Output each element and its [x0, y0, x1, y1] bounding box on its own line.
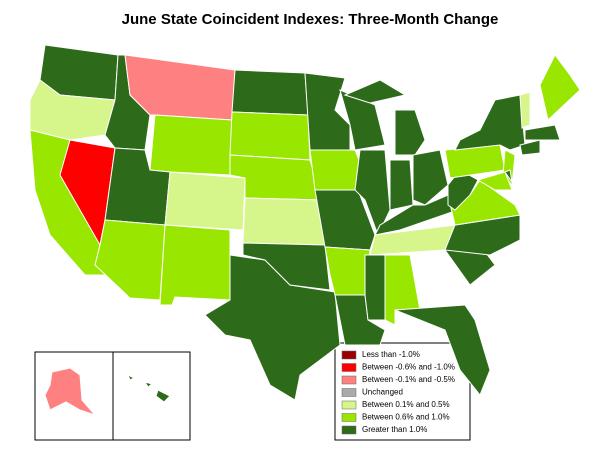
legend-swatch [341, 425, 357, 435]
legend-label: Less than -1.0% [362, 350, 420, 359]
state [229, 111, 311, 161]
legend-label: Greater than 1.0% [362, 425, 427, 434]
legend-swatch [341, 363, 357, 372]
legend-swatch [341, 375, 357, 385]
state [143, 381, 154, 388]
legend-label: Between 0.6% and 1.0% [362, 413, 450, 422]
state [127, 373, 136, 381]
state [412, 149, 449, 206]
legend-label: Between -0.1% and -0.5% [362, 375, 455, 384]
state [231, 69, 309, 116]
state [389, 159, 414, 211]
state [155, 389, 171, 403]
states [29, 44, 581, 417]
map-title: June State Coincident Indexes: Three-Mon… [122, 11, 499, 28]
state [444, 144, 506, 179]
state [242, 197, 326, 246]
state [343, 79, 407, 104]
legend-swatch [341, 400, 357, 410]
legend-label: Between 0.1% and 0.5% [362, 400, 450, 409]
state [314, 189, 376, 251]
state [519, 91, 531, 129]
legend-swatch [341, 350, 357, 360]
legend-swatch [341, 388, 357, 397]
state [164, 171, 246, 231]
legend: Less than -1.0% Between -0.6% and -1.0% Be… [341, 350, 455, 435]
state [394, 304, 491, 396]
state [324, 246, 371, 296]
state [519, 139, 541, 156]
legend-swatch [341, 413, 357, 422]
state [454, 94, 526, 151]
state [159, 224, 231, 306]
state [304, 72, 351, 151]
state [149, 114, 233, 176]
legend-label: Between -0.6% and -1.0% [362, 363, 455, 372]
state [29, 79, 116, 141]
state [44, 367, 97, 417]
state [476, 171, 513, 191]
legend-box [334, 342, 471, 441]
state [504, 169, 513, 183]
state [364, 254, 386, 321]
state [94, 219, 166, 301]
legend-label: Unchanged [362, 388, 403, 397]
state [394, 109, 426, 156]
state [524, 124, 561, 141]
state [539, 54, 581, 121]
